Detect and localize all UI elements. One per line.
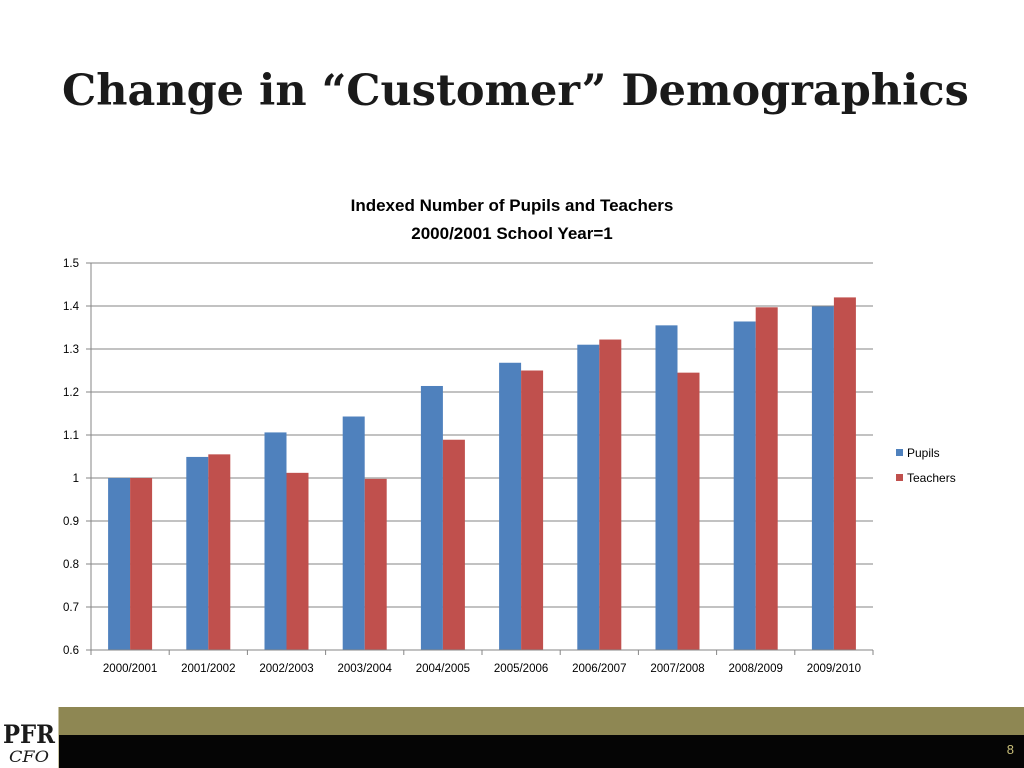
y-tick-label: 1.5 xyxy=(63,258,79,270)
legend-label-pupils: Pupils xyxy=(907,446,940,460)
x-tick-label: 2004/2005 xyxy=(416,663,470,675)
bar-pupils-2003-2004 xyxy=(342,416,365,650)
x-tick-label: 2006/2007 xyxy=(572,663,626,675)
legend-label-teachers: Teachers xyxy=(907,471,956,485)
y-tick-label: 1 xyxy=(73,473,79,485)
x-tick-label: 2003/2004 xyxy=(338,663,393,675)
x-tick-label: 2009/2010 xyxy=(807,663,861,675)
x-tick-label: 2000/2001 xyxy=(103,663,157,675)
bar-pupils-2008-2009 xyxy=(733,321,756,650)
bar-teachers-2008-2009 xyxy=(755,307,778,650)
bar-pupils-2006-2007 xyxy=(577,344,600,650)
axes: 0.6 0.7 0.8 0.9 1 1.1 1.2 1.3 1.4 1.5 2000/2001 200… xyxy=(63,258,874,675)
bars xyxy=(108,297,856,650)
slide-number: 8 xyxy=(1006,742,1014,757)
x-tick-label: 2007/2008 xyxy=(650,663,704,675)
logo-text-bottom: CFO xyxy=(9,747,49,766)
y-tick-label: 0.8 xyxy=(63,559,79,571)
y-tick-label: 1.1 xyxy=(63,430,79,442)
chart-subtitle: 2000/2001 School Year=1 xyxy=(411,224,612,243)
legend-swatch-teachers xyxy=(896,474,903,481)
y-tick-label: 1.3 xyxy=(63,344,79,356)
bar-pupils-2004-2005 xyxy=(420,385,443,650)
bar-teachers-2002-2003 xyxy=(286,472,309,650)
bar-pupils-2002-2003 xyxy=(264,432,287,650)
footer-accent-band xyxy=(0,707,1024,735)
y-tick-label: 0.9 xyxy=(63,516,79,528)
legend-swatch-pupils xyxy=(896,449,903,456)
x-tick-label: 2002/2003 xyxy=(259,663,313,675)
x-tick-label: 2008/2009 xyxy=(729,663,783,675)
bar-teachers-2005-2006 xyxy=(521,370,544,650)
bar-teachers-2006-2007 xyxy=(599,339,622,650)
bar-pupils-2005-2006 xyxy=(499,362,522,650)
chart-title: Indexed Number of Pupils and Teachers xyxy=(351,196,674,215)
legend: Pupils Teachers xyxy=(896,446,956,485)
y-tick-label: 1.2 xyxy=(63,387,79,399)
slide-title: Change in “Customer” Demographics xyxy=(62,66,969,116)
bar-teachers-2009-2010 xyxy=(833,297,856,650)
bar-teachers-2004-2005 xyxy=(442,439,465,650)
bar-pupils-2001-2002 xyxy=(186,456,209,650)
bar-teachers-2000-2001 xyxy=(130,478,153,650)
bar-pupils-2000-2001 xyxy=(108,478,131,650)
y-tick-label: 0.7 xyxy=(63,602,79,614)
bar-teachers-2001-2002 xyxy=(208,454,231,650)
bar-pupils-2009-2010 xyxy=(811,306,834,650)
y-tick-label: 1.4 xyxy=(63,301,80,313)
bar-teachers-2007-2008 xyxy=(677,372,700,650)
bar-teachers-2003-2004 xyxy=(364,478,387,650)
y-tick-label: 0.6 xyxy=(63,645,79,657)
bar-pupils-2007-2008 xyxy=(655,325,678,650)
x-tick-label: 2001/2002 xyxy=(181,663,235,675)
chart: Indexed Number of Pupils and Teachers 20… xyxy=(63,196,956,675)
x-tick-label: 2005/2006 xyxy=(494,663,548,675)
logo-text-top: PFR xyxy=(3,720,55,749)
pfr-cfo-logo: PFR CFO xyxy=(0,707,59,768)
footer-bar xyxy=(0,735,1024,768)
